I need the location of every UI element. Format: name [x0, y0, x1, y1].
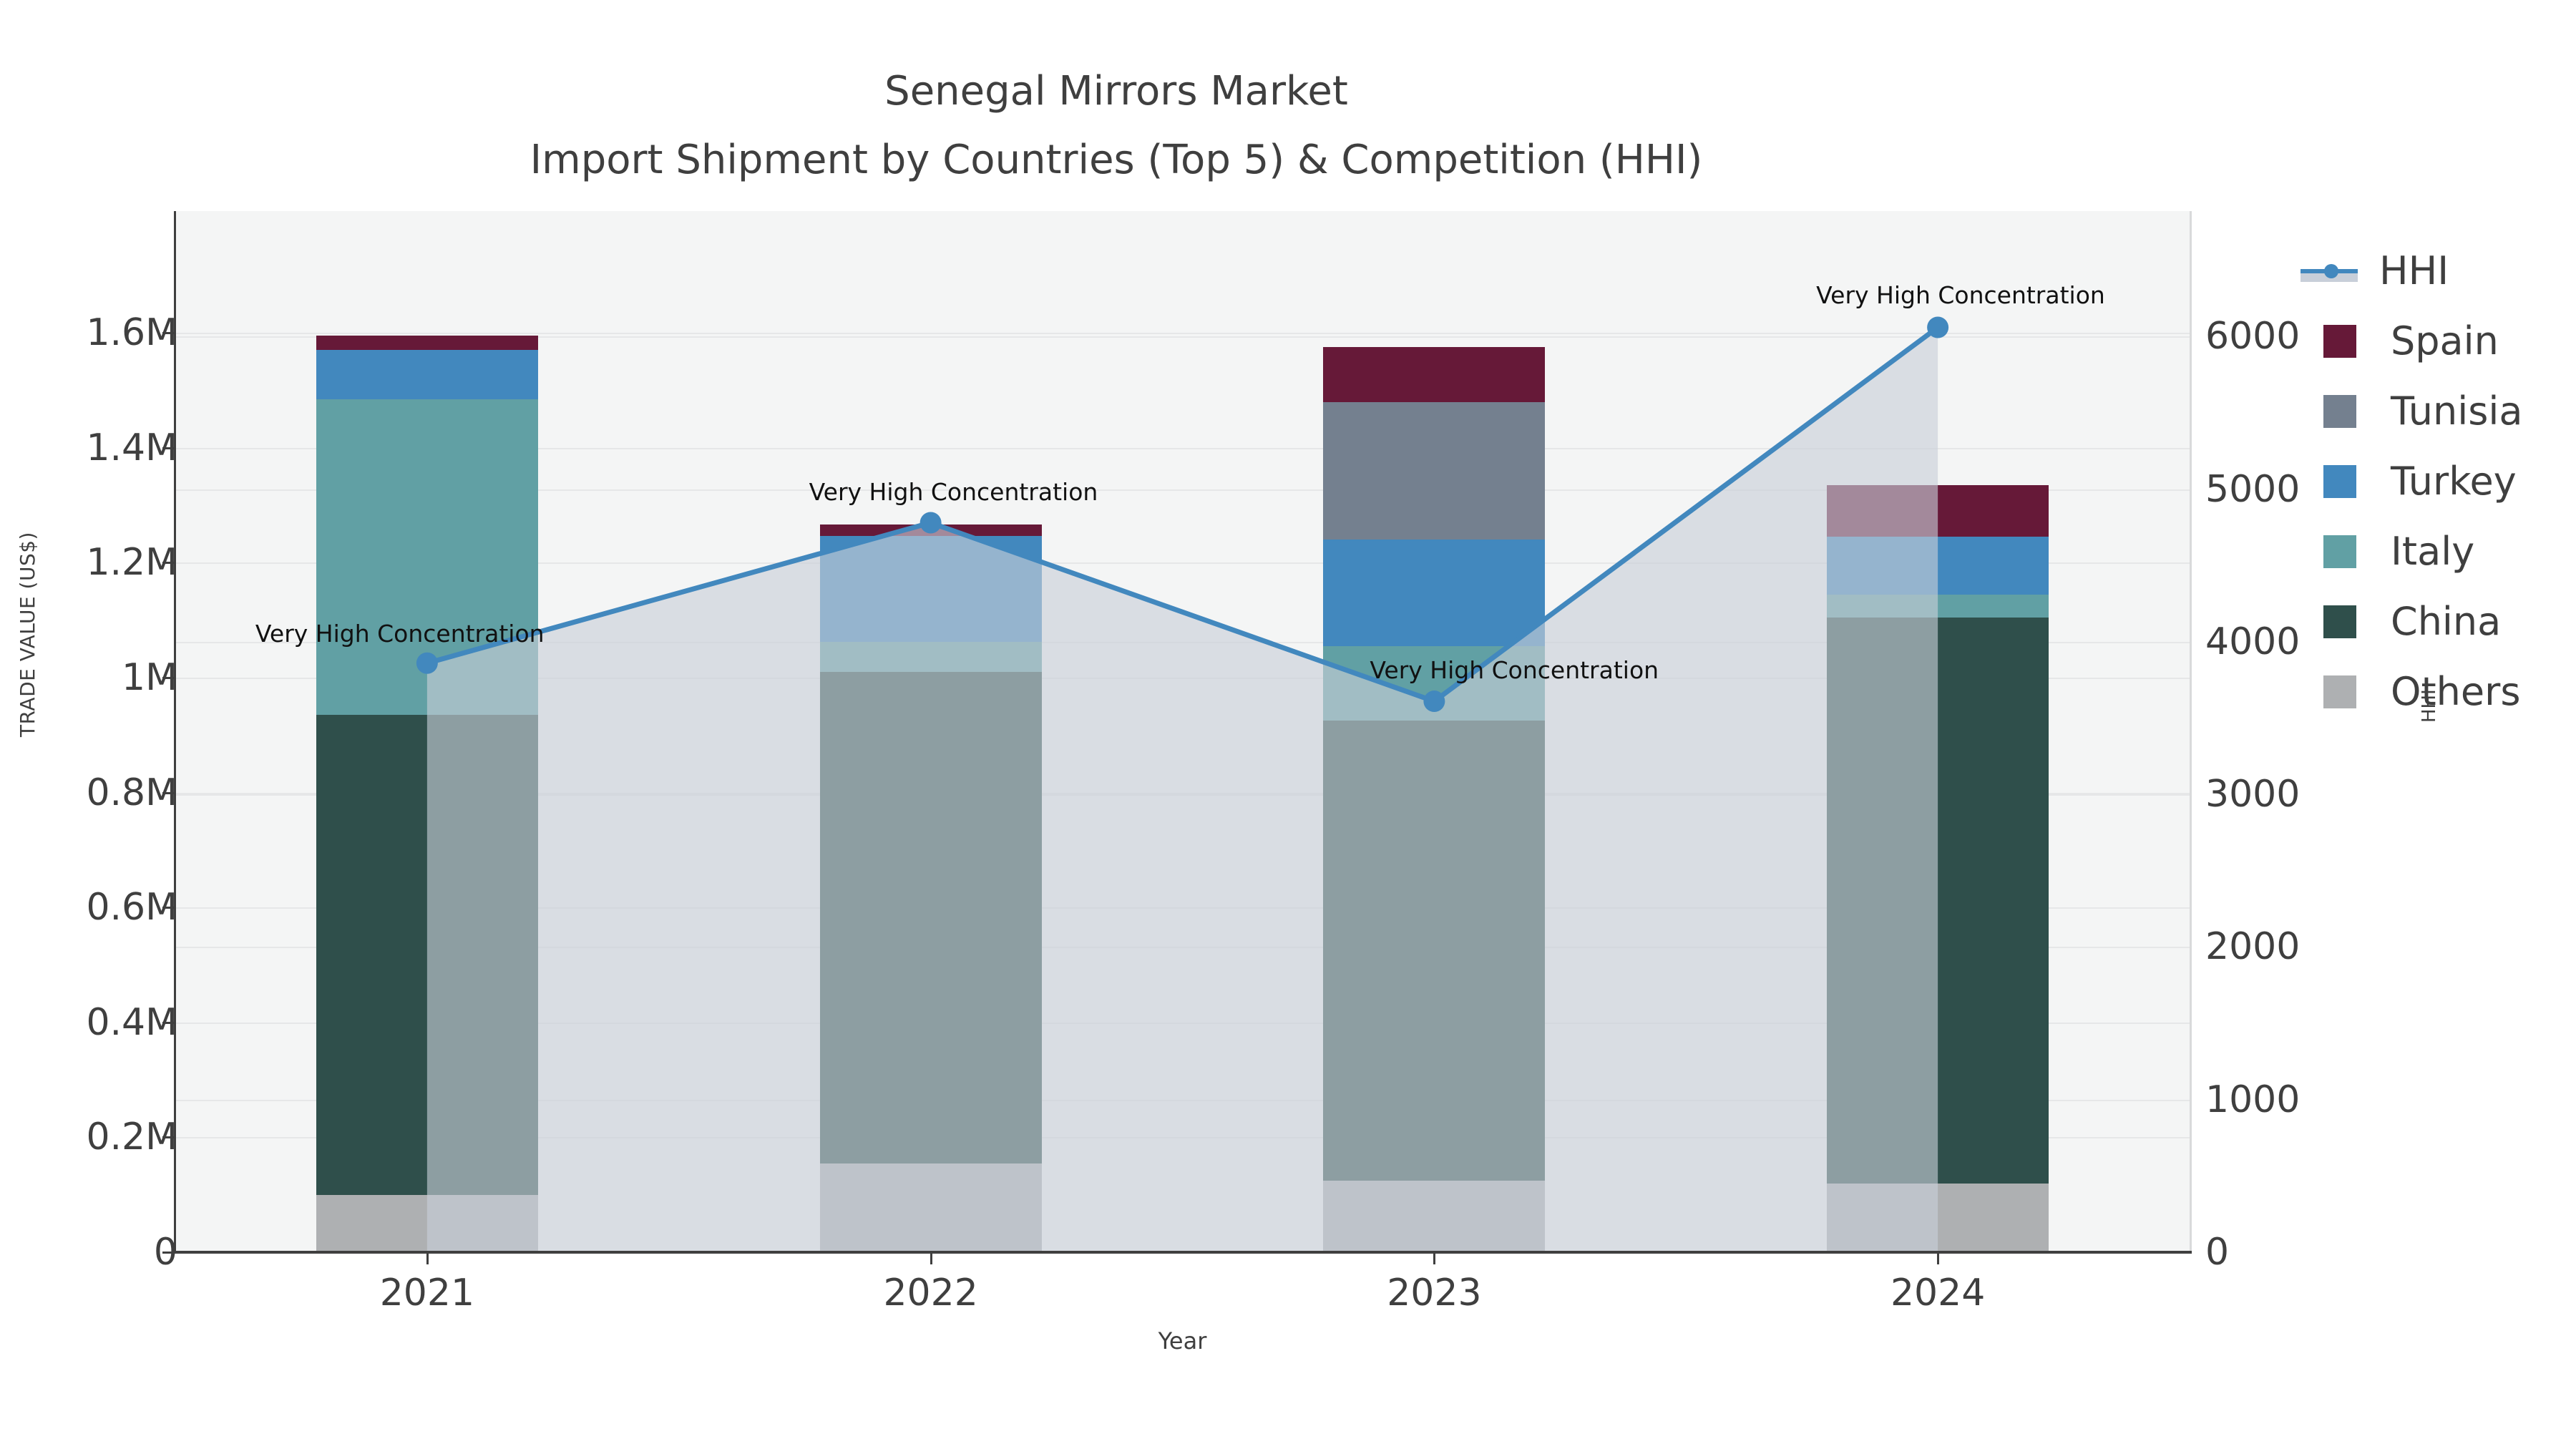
y-tick-label-left-1.6M: 1.6M [86, 311, 177, 355]
legend-item-others[interactable]: Others [2301, 657, 2576, 727]
legend-item-hhi[interactable]: HHI [2301, 236, 2576, 306]
annotation-very-high-concentration-2023: Very High Concentration [1370, 656, 1659, 685]
x-tick-mark [426, 1252, 429, 1264]
legend-label-spain: Spain [2391, 318, 2499, 364]
x-tick-mark [930, 1252, 932, 1264]
y-tick-label-right-0: 0 [2205, 1231, 2230, 1274]
x-tick-label-2022: 2022 [883, 1272, 978, 1314]
chart-title: Senegal Mirrors Market [884, 68, 1348, 114]
y-tick-label-right-2000: 2000 [2205, 925, 2301, 969]
hhi-series-layer [416, 316, 1949, 1252]
hhi-point-2022[interactable] [919, 512, 942, 534]
gridline-left [175, 562, 2190, 565]
legend-line-key-icon [2301, 255, 2358, 288]
bar-segment-tunisia-2023[interactable] [1323, 401, 1546, 540]
legend-color-swatch-tunisia [2323, 395, 2356, 428]
y-tick-label-right-3000: 3000 [2205, 773, 2301, 816]
legend-label-tunisia: Tunisia [2391, 389, 2523, 434]
gridline-left [175, 447, 2190, 449]
bar-segment-turkey-2023[interactable] [1323, 540, 1546, 646]
y-tick-mark-left [162, 562, 175, 565]
chart-title-block: Senegal Mirrors Market Import Shipment b… [0, 57, 2233, 195]
right-axis-line [2190, 211, 2192, 1252]
bottom-axis-line [174, 1251, 2192, 1254]
bar-segment-spain-2023[interactable] [1323, 347, 1546, 402]
legend-marker-dot-icon [2324, 264, 2338, 278]
gridline-right [175, 336, 2190, 338]
y-tick-mark-left [162, 332, 175, 335]
x-tick-mark [1433, 1252, 1436, 1264]
y-tick-label-left-0.4M: 0.4M [86, 1000, 177, 1044]
legend-label-others: Others [2391, 669, 2521, 714]
legend-label-turkey: Turkey [2391, 459, 2517, 504]
legend-item-tunisia[interactable]: Tunisia [2301, 376, 2576, 447]
legend-item-italy[interactable]: Italy [2301, 517, 2576, 587]
y-tick-mark-left [162, 907, 175, 909]
legend-color-swatch-china [2323, 605, 2356, 638]
x-tick-label-2021: 2021 [379, 1272, 475, 1314]
legend-color-swatch-others [2323, 675, 2356, 708]
y-tick-label-left-1.4M: 1.4M [86, 426, 177, 469]
legend: HHI Spain Tunisia Turkey Italy China Others [2301, 236, 2576, 727]
hhi-line[interactable] [426, 325, 1940, 704]
y-tick-mark-left [162, 1252, 175, 1254]
legend-label-hhi: HHI [2379, 248, 2449, 293]
y-tick-label-left-0.8M: 0.8M [86, 771, 177, 814]
legend-color-swatch-spain [2323, 325, 2356, 358]
annotation-very-high-concentration-2021: Very High Concentration [255, 619, 545, 648]
y-tick-mark-left [162, 1021, 175, 1024]
legend-color-swatch-italy [2323, 535, 2356, 568]
annotation-very-high-concentration-2022: Very High Concentration [809, 477, 1098, 506]
y-tick-label-right-4000: 4000 [2205, 620, 2301, 663]
gridline-right [175, 489, 2190, 491]
x-tick-mark [1937, 1252, 1940, 1264]
hhi-point-2021[interactable] [416, 652, 438, 674]
x-axis-label: Year [1158, 1327, 1207, 1355]
y-tick-label-right-5000: 5000 [2205, 467, 2301, 511]
y-tick-label-left-0.6M: 0.6M [86, 886, 177, 930]
y-tick-label-right-6000: 6000 [2205, 315, 2301, 358]
legend-label-italy: Italy [2391, 529, 2475, 574]
left-axis-line [174, 211, 176, 1252]
y-tick-label-left-1M: 1M [122, 656, 177, 700]
gridline-left [175, 333, 2190, 335]
x-tick-label-2024: 2024 [1890, 1272, 1986, 1314]
y-tick-label-left-0: 0 [153, 1231, 177, 1274]
hhi-point-2023[interactable] [1423, 691, 1445, 713]
annotation-very-high-concentration-2024: Very High Concentration [1816, 280, 2105, 309]
y-tick-label-right-1000: 1000 [2205, 1078, 2301, 1121]
chart-subtitle: Import Shipment by Countries (Top 5) & C… [530, 137, 1703, 183]
y-tick-mark-left [162, 677, 175, 680]
bar-segment-turkey-2021[interactable] [316, 350, 538, 399]
legend-label-china: China [2391, 599, 2502, 644]
y-tick-label-left-0.2M: 0.2M [86, 1116, 177, 1159]
hhi-point-2024[interactable] [1927, 316, 1949, 338]
legend-item-turkey[interactable]: Turkey [2301, 447, 2576, 517]
y-axis-label-left: TRADE VALUE (US$) [16, 532, 39, 737]
legend-item-china[interactable]: China [2301, 587, 2576, 657]
legend-item-spain[interactable]: Spain [2301, 306, 2576, 376]
x-tick-label-2023: 2023 [1387, 1272, 1482, 1314]
y-tick-mark-left [162, 791, 175, 794]
y-tick-mark-left [162, 447, 175, 449]
y-tick-label-left-1.2M: 1.2M [86, 541, 177, 585]
hhi-area-fill [426, 327, 1938, 1252]
legend-color-swatch-turkey [2323, 465, 2356, 498]
bar-segment-spain-2021[interactable] [316, 336, 538, 351]
y-tick-mark-left [162, 1136, 175, 1139]
